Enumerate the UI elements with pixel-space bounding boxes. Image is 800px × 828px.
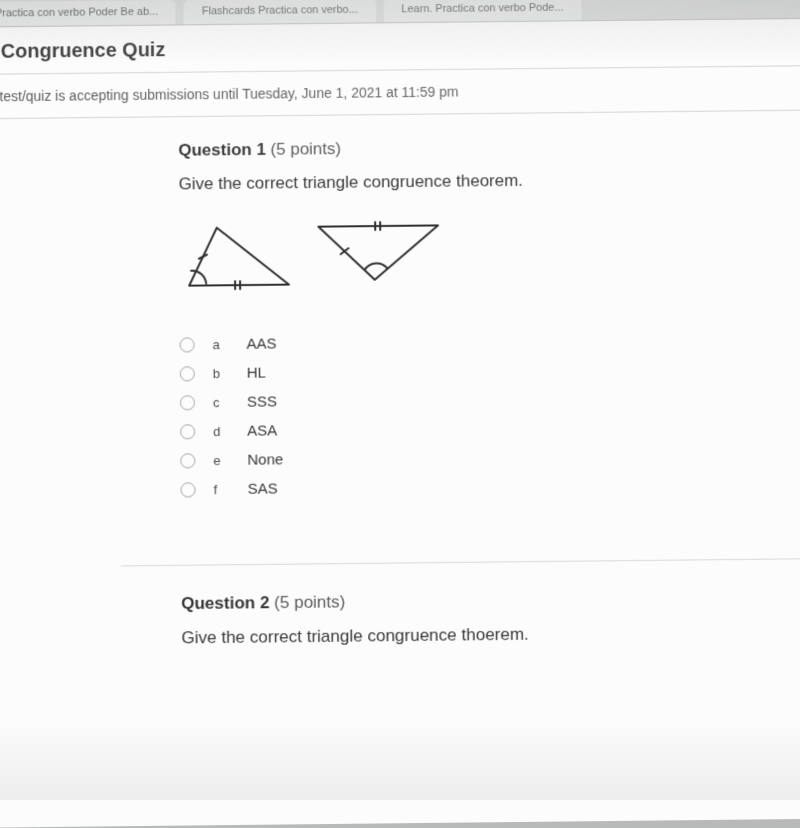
radio-icon[interactable] xyxy=(180,453,195,468)
option-letter: b xyxy=(213,366,229,381)
option-f[interactable]: f SAS xyxy=(180,469,800,505)
question-1: Question 1 (5 points) Give the correct t… xyxy=(178,134,800,504)
option-letter: f xyxy=(214,482,230,497)
question-points: (5 points) xyxy=(270,139,341,159)
browser-tab[interactable]: Practica con verbo Poder Be ab... xyxy=(0,0,176,27)
radio-icon[interactable] xyxy=(180,337,195,352)
question-2: Question 2 (5 points) Give the correct t… xyxy=(181,587,800,648)
question-heading: Question 2 xyxy=(181,593,269,613)
option-text: SAS xyxy=(248,480,278,497)
browser-tab[interactable]: Flashcards Practica con verbo... xyxy=(184,0,376,24)
option-text: SSS xyxy=(247,393,277,410)
question-heading: Question 1 xyxy=(178,140,266,160)
option-text: ASA xyxy=(247,422,277,439)
radio-icon[interactable] xyxy=(180,482,195,497)
option-text: None xyxy=(247,451,283,468)
option-text: HL xyxy=(247,365,266,382)
radio-icon[interactable] xyxy=(180,366,195,381)
radio-icon[interactable] xyxy=(180,395,195,410)
option-letter: d xyxy=(213,424,229,439)
divider xyxy=(121,558,800,566)
radio-icon[interactable] xyxy=(180,424,195,439)
question-points: (5 points) xyxy=(274,592,345,612)
question-prompt: Give the correct triangle congruence tho… xyxy=(181,622,800,649)
triangles-figure xyxy=(179,210,800,305)
option-letter: a xyxy=(213,337,229,352)
option-letter: c xyxy=(213,395,229,410)
option-text: AAS xyxy=(246,336,276,353)
browser-tab[interactable]: Learn. Practica con verbo Pode... xyxy=(383,0,581,22)
options-list: a AAS b HL c SSS d xyxy=(180,324,800,505)
question-prompt: Give the correct triangle congruence the… xyxy=(179,168,800,194)
option-letter: e xyxy=(213,453,229,468)
page-title: HL Congruence Quiz xyxy=(0,32,800,64)
